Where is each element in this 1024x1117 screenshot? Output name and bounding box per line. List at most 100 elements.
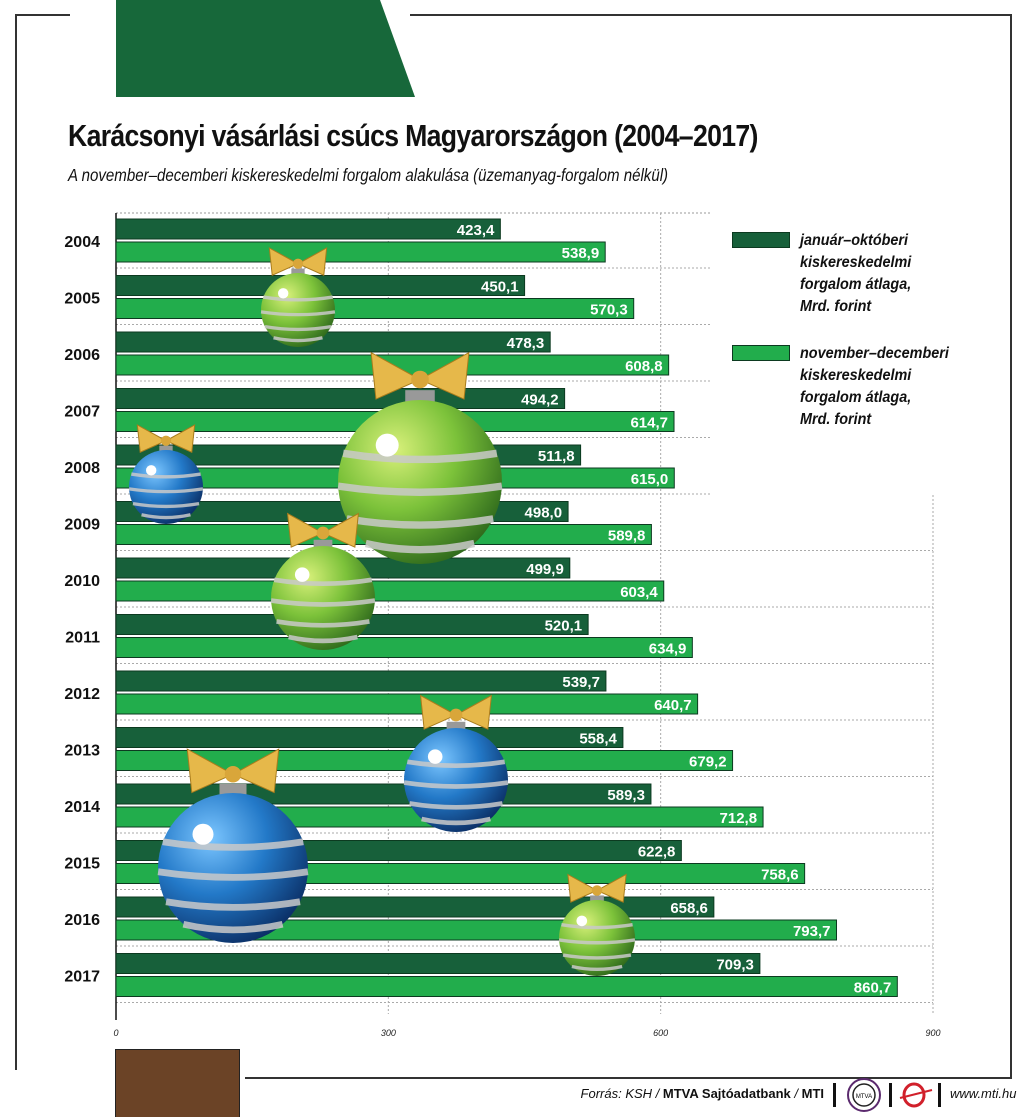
christmas-ornament-icon xyxy=(558,873,636,976)
data-label-jan-oct: 658,6 xyxy=(670,900,708,917)
data-label-jan-oct: 423,4 xyxy=(457,222,495,239)
christmas-ornament-icon xyxy=(260,247,336,347)
data-label-nov-dec: 614,7 xyxy=(630,415,668,432)
ornament-cap xyxy=(159,445,173,453)
data-label-jan-oct: 498,0 xyxy=(525,505,563,522)
year-label: 2004 xyxy=(64,234,100,251)
ornament-stripe xyxy=(132,502,200,509)
data-label-nov-dec: 640,7 xyxy=(654,697,692,714)
data-label-nov-dec: 634,9 xyxy=(649,641,687,658)
ornament-ball xyxy=(338,400,502,564)
bar-nov-dec xyxy=(115,976,898,997)
data-label-nov-dec: 603,4 xyxy=(620,584,658,601)
mtva-logo: MTVA xyxy=(847,1078,881,1112)
ornament-bow-knot xyxy=(316,526,330,540)
ornament-highlight xyxy=(375,433,399,457)
ornament-ball xyxy=(559,900,635,976)
christmas-ornament-icon xyxy=(270,512,376,650)
ornament-stripe xyxy=(128,487,204,494)
ornament-bow-knot xyxy=(411,370,429,389)
ornament-ball xyxy=(404,728,508,832)
ornament-stripe xyxy=(403,780,509,789)
source-sep: / xyxy=(790,1086,802,1101)
data-label-jan-oct: 478,3 xyxy=(507,335,545,352)
ornament-stripe xyxy=(270,598,376,607)
ornament-stripe xyxy=(162,838,304,851)
year-label: 2007 xyxy=(64,404,100,421)
year-label: 2012 xyxy=(64,686,100,703)
ornament-stripe xyxy=(571,964,623,972)
data-label-jan-oct: 450,1 xyxy=(481,279,519,296)
ornament-cap xyxy=(590,895,604,903)
ornament-stripe xyxy=(558,938,636,945)
data-label-jan-oct: 499,9 xyxy=(526,561,564,578)
website-link[interactable]: www.mti.hu xyxy=(950,1086,1017,1101)
source-bold: MTVA Sajtóadatbank xyxy=(662,1086,791,1101)
data-label-nov-dec: 860,7 xyxy=(854,980,892,997)
ornament-stripe xyxy=(157,868,309,881)
ornament-bow-knot xyxy=(449,708,463,722)
x-tick-label: 300 xyxy=(381,1028,396,1038)
ornament-stripe xyxy=(131,472,201,479)
ornament-highlight xyxy=(278,288,289,299)
ornament-stripe xyxy=(562,953,632,960)
ornament-stripe xyxy=(406,759,506,769)
ornament-stripe xyxy=(276,619,370,628)
bar-jan-oct xyxy=(115,218,501,240)
ornament-highlight xyxy=(192,823,214,845)
bar-jan-oct xyxy=(115,670,607,692)
ornament-bow xyxy=(136,424,196,453)
ornament-stripe xyxy=(421,816,491,826)
legend-swatch-light xyxy=(732,345,790,361)
bar-nov-dec xyxy=(115,637,693,658)
year-label: 2015 xyxy=(64,856,100,873)
source-mti: MTI xyxy=(801,1086,824,1101)
ornament-bow xyxy=(370,351,470,400)
source-prefix: Forrás: KSH / xyxy=(580,1086,663,1101)
ornament-stripe xyxy=(337,482,503,496)
ornament-bow xyxy=(287,512,359,548)
ornament-stripe xyxy=(260,310,336,317)
x-tick-label: 0 xyxy=(113,1028,118,1038)
year-label: 2011 xyxy=(65,630,100,647)
ornament-ball xyxy=(129,450,203,524)
year-label: 2017 xyxy=(64,969,100,986)
mtva-logo-text: MTVA xyxy=(856,1094,872,1100)
ornament-ball xyxy=(271,546,375,650)
source-text: Forrás: KSH / MTVA Sajtóadatbank / MTI xyxy=(581,1086,824,1101)
ornament-highlight xyxy=(146,465,157,476)
ornament-ball xyxy=(261,273,335,347)
year-label: 2008 xyxy=(64,460,100,477)
christmas-ornament-icon xyxy=(128,424,204,524)
year-label: 2014 xyxy=(64,799,100,816)
bar-nov-dec xyxy=(115,693,699,715)
year-label: 2009 xyxy=(64,517,100,534)
bar-jan-oct xyxy=(115,727,624,748)
data-label-nov-dec: 679,2 xyxy=(689,754,727,771)
ornament-stripe xyxy=(273,577,373,587)
top-green-block xyxy=(116,0,415,97)
data-label-nov-dec: 589,8 xyxy=(608,528,646,545)
ornament-bow-knot xyxy=(292,258,304,269)
ornament-bow xyxy=(420,694,492,730)
ornament-stripe xyxy=(182,920,284,934)
x-tick-label: 600 xyxy=(653,1028,668,1038)
year-label: 2006 xyxy=(64,347,100,364)
ornament-cap xyxy=(446,721,466,732)
data-label-nov-dec: 608,8 xyxy=(625,358,663,375)
divider xyxy=(833,1083,836,1107)
ornament-highlight xyxy=(576,915,588,927)
chart-subtitle: A november–decemberi kiskereskedelmi for… xyxy=(68,165,669,185)
data-label-jan-oct: 558,4 xyxy=(579,731,617,748)
x-tick-label: 900 xyxy=(925,1028,940,1038)
ornament-bow xyxy=(268,247,328,276)
ornament-stripe xyxy=(342,449,498,464)
ornament-stripe xyxy=(346,515,494,529)
bar-jan-oct xyxy=(115,953,761,974)
ornament-stripe xyxy=(561,923,633,930)
data-label-nov-dec: 615,0 xyxy=(631,471,669,488)
bar-jan-oct xyxy=(115,388,566,409)
data-label-jan-oct: 520,1 xyxy=(545,618,583,635)
data-label-jan-oct: 511,8 xyxy=(538,448,575,465)
